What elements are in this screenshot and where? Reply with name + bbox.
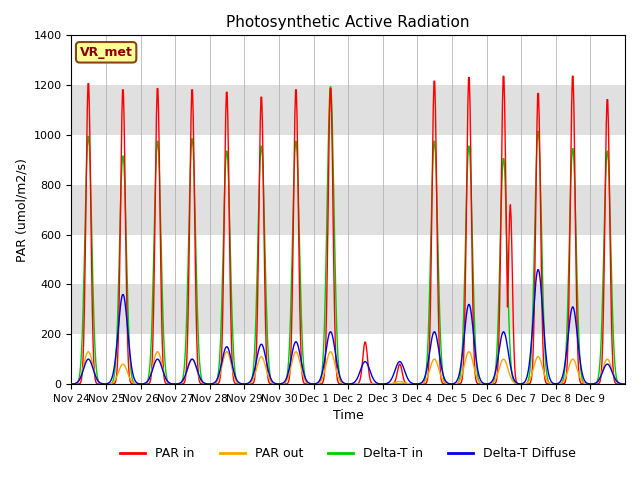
- Title: Photosynthetic Active Radiation: Photosynthetic Active Radiation: [227, 15, 470, 30]
- Bar: [72, 185, 625, 235]
- Bar: [72, 36, 625, 85]
- Bar: [72, 334, 625, 384]
- Text: VR_met: VR_met: [80, 46, 132, 59]
- Bar: [72, 235, 625, 284]
- X-axis label: Time: Time: [333, 409, 364, 422]
- Bar: [72, 85, 625, 135]
- Bar: [72, 135, 625, 185]
- Bar: [72, 284, 625, 334]
- Legend: PAR in, PAR out, Delta-T in, Delta-T Diffuse: PAR in, PAR out, Delta-T in, Delta-T Dif…: [115, 442, 581, 465]
- Y-axis label: PAR (umol/m2/s): PAR (umol/m2/s): [15, 158, 28, 262]
